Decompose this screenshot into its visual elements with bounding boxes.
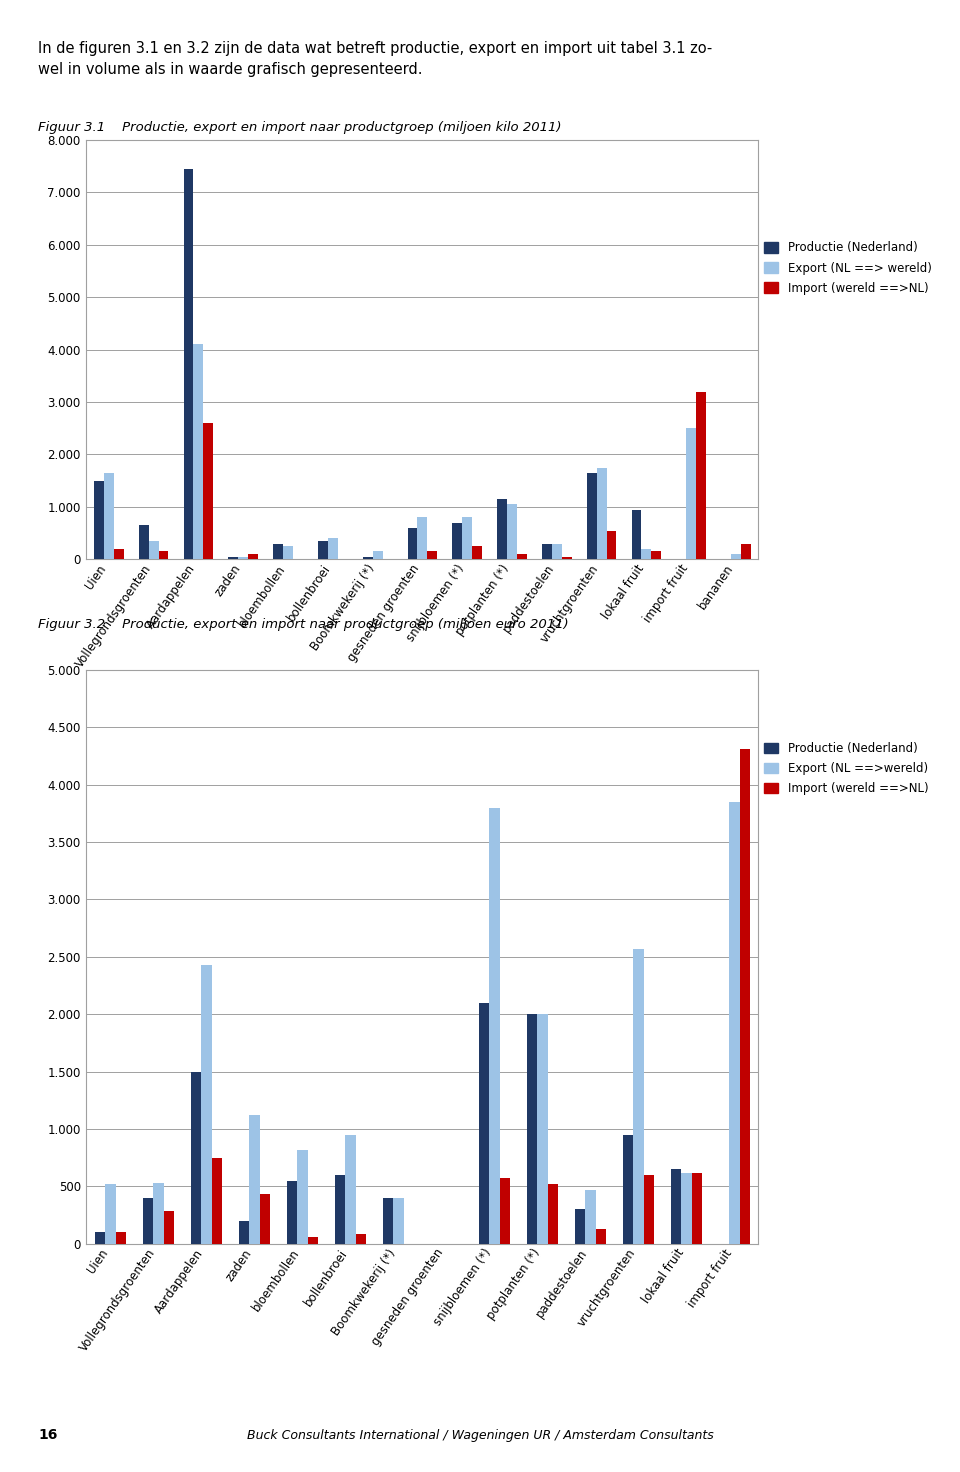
Bar xyxy=(318,542,328,559)
Bar xyxy=(696,392,706,559)
Bar xyxy=(730,802,740,1244)
Bar xyxy=(418,518,427,559)
Text: 16: 16 xyxy=(38,1428,58,1443)
Bar xyxy=(158,552,168,559)
Bar xyxy=(538,1014,547,1244)
Bar xyxy=(328,539,338,559)
Bar xyxy=(463,518,472,559)
Bar xyxy=(632,509,641,559)
Bar xyxy=(408,528,418,559)
Bar xyxy=(472,546,482,559)
Bar xyxy=(644,1175,655,1244)
Bar xyxy=(183,169,194,559)
Bar xyxy=(142,1198,154,1244)
Bar xyxy=(286,1181,298,1244)
Text: Figuur 3.1    Productie, export en import naar productgroep (miljoen kilo 2011): Figuur 3.1 Productie, export en import n… xyxy=(38,121,562,134)
Bar xyxy=(382,1198,393,1244)
Bar xyxy=(259,1194,271,1244)
Bar xyxy=(163,1210,174,1244)
Bar xyxy=(516,553,527,559)
Bar xyxy=(194,344,204,559)
Bar xyxy=(334,1175,346,1244)
Bar xyxy=(274,543,283,559)
Bar xyxy=(562,556,571,559)
Bar xyxy=(607,530,616,559)
Bar xyxy=(526,1014,538,1244)
Bar xyxy=(250,1116,259,1244)
Bar xyxy=(204,422,213,559)
Bar xyxy=(641,549,651,559)
Bar xyxy=(452,523,463,559)
Bar xyxy=(105,1183,115,1244)
Bar xyxy=(489,808,499,1244)
Bar xyxy=(542,543,552,559)
Bar xyxy=(238,556,248,559)
Bar xyxy=(691,1173,703,1244)
Bar xyxy=(732,553,741,559)
Bar xyxy=(682,1173,691,1244)
Bar xyxy=(686,428,696,559)
Bar xyxy=(670,1169,682,1244)
Bar xyxy=(355,1234,366,1244)
Bar xyxy=(595,1229,607,1244)
Bar xyxy=(363,556,372,559)
Bar xyxy=(393,1198,403,1244)
Bar xyxy=(500,1179,511,1244)
Bar xyxy=(497,499,507,559)
Legend: Productie (Nederland), Export (NL ==>wereld), Import (wereld ==>NL): Productie (Nederland), Export (NL ==>wer… xyxy=(764,742,928,795)
Bar xyxy=(154,1183,163,1244)
Bar xyxy=(228,556,238,559)
Bar xyxy=(345,1135,355,1244)
Bar xyxy=(597,468,607,559)
Bar xyxy=(115,1232,127,1244)
Bar xyxy=(741,543,751,559)
Text: Buck Consultants International / Wageningen UR / Amsterdam Consultants: Buck Consultants International / Wagenin… xyxy=(247,1429,713,1441)
Bar xyxy=(149,542,158,559)
Bar xyxy=(94,481,104,559)
Text: Figuur 3.2    Productie, export en import naar productgroep (miljoen euro 2011): Figuur 3.2 Productie, export en import n… xyxy=(38,618,569,631)
Bar xyxy=(587,473,597,559)
Text: In de figuren 3.1 en 3.2 zijn de data wat betreft productie, export en import ui: In de figuren 3.1 en 3.2 zijn de data wa… xyxy=(38,41,712,56)
Bar xyxy=(298,1150,307,1244)
Bar xyxy=(283,546,293,559)
Bar xyxy=(307,1236,318,1244)
Bar xyxy=(427,552,437,559)
Bar xyxy=(651,552,661,559)
Bar xyxy=(634,949,644,1244)
Bar xyxy=(139,526,149,559)
Text: wel in volume als in waarde grafisch gepresenteerd.: wel in volume als in waarde grafisch gep… xyxy=(38,62,423,77)
Bar xyxy=(586,1189,595,1244)
Bar xyxy=(552,543,562,559)
Bar xyxy=(202,964,211,1244)
Bar xyxy=(574,1210,586,1244)
Bar xyxy=(211,1157,223,1244)
Bar xyxy=(94,1232,105,1244)
Bar xyxy=(478,1002,489,1244)
Bar xyxy=(248,553,258,559)
Bar xyxy=(740,749,751,1244)
Bar xyxy=(238,1220,250,1244)
Bar xyxy=(622,1135,634,1244)
Bar xyxy=(190,1072,202,1244)
Bar xyxy=(104,473,113,559)
Legend: Productie (Nederland), Export (NL ==> wereld), Import (wereld ==>NL): Productie (Nederland), Export (NL ==> we… xyxy=(764,241,932,294)
Bar xyxy=(547,1183,559,1244)
Bar xyxy=(507,505,516,559)
Bar xyxy=(113,549,124,559)
Bar xyxy=(372,552,382,559)
